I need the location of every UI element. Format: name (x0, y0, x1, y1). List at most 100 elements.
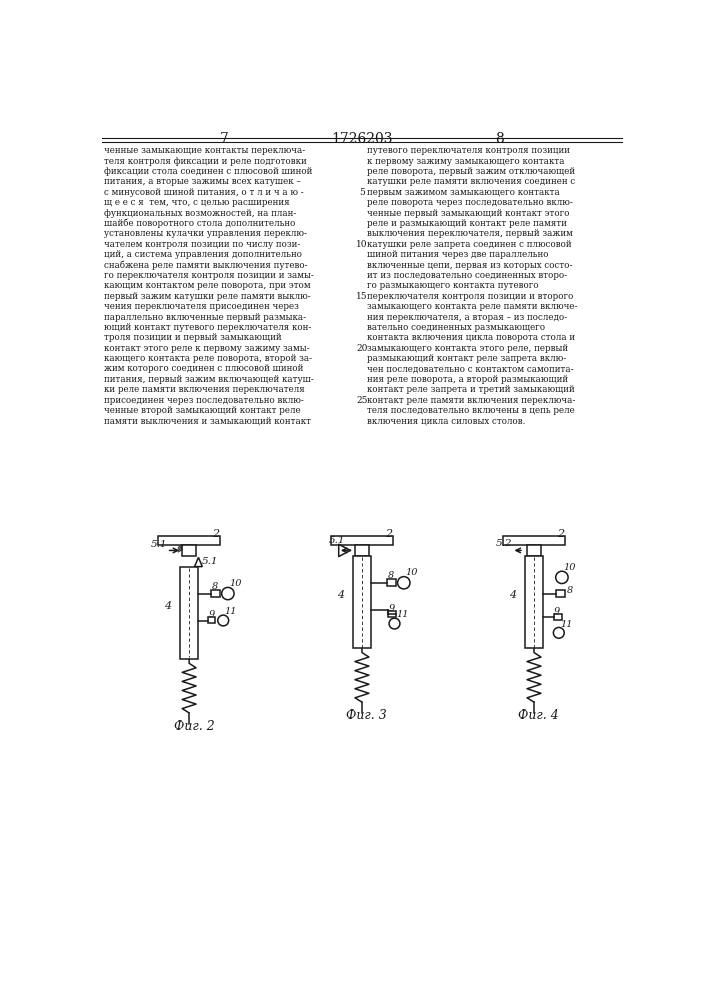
Text: кающего контакта реле поворота, второй за-: кающего контакта реле поворота, второй з… (104, 354, 312, 363)
Text: катушки реле памяти включения соединен с: катушки реле памяти включения соединен с (368, 177, 575, 186)
Text: 2: 2 (212, 529, 219, 539)
Text: памяти выключения и замыкающий контакт: памяти выключения и замыкающий контакт (104, 416, 311, 425)
Text: 5.2: 5.2 (496, 539, 513, 548)
Bar (503, 536, 565, 545)
Text: 4: 4 (164, 601, 172, 611)
Text: 8: 8 (211, 582, 218, 591)
Text: 5.1: 5.1 (201, 557, 218, 566)
Text: жим которого соединен с плюсовой шиной: жим которого соединен с плюсовой шиной (104, 364, 303, 373)
Text: 11: 11 (561, 620, 573, 629)
Text: троля позиции и первый замыкающий: троля позиции и первый замыкающий (104, 333, 281, 342)
Bar (180, 567, 199, 659)
Text: го размыкающего контакта путевого: го размыкающего контакта путевого (368, 281, 539, 290)
Text: контакт этого реле к первому зажиму замы-: контакт этого реле к первому зажиму замы… (104, 344, 310, 353)
Circle shape (222, 587, 234, 600)
Text: 25: 25 (356, 396, 368, 405)
Text: ченные замыкающие контакты переключа-: ченные замыкающие контакты переключа- (104, 146, 305, 155)
Bar (355, 545, 369, 556)
Text: 8: 8 (387, 571, 394, 580)
Text: теля последовательно включены в цепь реле: теля последовательно включены в цепь рел… (368, 406, 575, 415)
Text: 9: 9 (554, 607, 560, 616)
Text: ит из последовательно соединенных второ-: ит из последовательно соединенных второ- (368, 271, 568, 280)
Text: го переключателя контроля позиции и замы-: го переключателя контроля позиции и замы… (104, 271, 314, 280)
Text: 1726203: 1726203 (331, 132, 392, 146)
Text: путевого переключателя контроля позиции: путевого переключателя контроля позиции (368, 146, 571, 155)
Circle shape (389, 618, 400, 629)
Text: присоединен через последовательно вклю-: присоединен через последовательно вклю- (104, 396, 304, 405)
Text: Фиг. 2: Фиг. 2 (174, 720, 214, 733)
Circle shape (218, 615, 228, 626)
Text: функциональных возможностей, на план-: функциональных возможностей, на план- (104, 209, 296, 218)
Text: к первому зажиму замыкающего контакта: к первому зажиму замыкающего контакта (368, 157, 565, 166)
Text: 5.1: 5.1 (329, 536, 345, 545)
Text: 5: 5 (359, 188, 365, 197)
Text: вательно соединенных размыкающего: вательно соединенных размыкающего (368, 323, 546, 332)
Circle shape (554, 627, 564, 638)
Bar (554, 614, 562, 620)
Text: чен последовательно с контактом самопита-: чен последовательно с контактом самопита… (368, 364, 574, 373)
Circle shape (397, 577, 410, 589)
Bar (158, 536, 220, 545)
Text: включения цикла силовых столов.: включения цикла силовых столов. (368, 416, 526, 425)
Text: Фиг. 3: Фиг. 3 (346, 709, 387, 722)
Text: реле поворота, первый зажим отключающей: реле поворота, первый зажим отключающей (368, 167, 575, 176)
Text: 2: 2 (385, 529, 392, 539)
Text: питания, первый зажим включающей катуш-: питания, первый зажим включающей катуш- (104, 375, 314, 384)
Bar (182, 545, 196, 556)
Text: замыкающего контакта этого реле, первый: замыкающего контакта этого реле, первый (368, 344, 568, 353)
Text: 8: 8 (567, 586, 573, 595)
Text: замыкающего контакта реле памяти включе-: замыкающего контакта реле памяти включе- (368, 302, 578, 311)
Text: фиксации стола соединен с плюсовой шиной: фиксации стола соединен с плюсовой шиной (104, 167, 312, 176)
Bar (525, 556, 543, 648)
Text: шайбе поворотного стола дополнительно: шайбе поворотного стола дополнительно (104, 219, 296, 228)
Text: Фиг. 4: Фиг. 4 (518, 709, 559, 722)
Bar (387, 579, 396, 586)
Text: 10: 10 (230, 579, 242, 588)
Text: контакта включения цикла поворота стола и: контакта включения цикла поворота стола … (368, 333, 575, 342)
Text: ния реле поворота, а второй размыкающий: ния реле поворота, а второй размыкающий (368, 375, 568, 384)
Text: выключения переключателя, первый зажим: выключения переключателя, первый зажим (368, 229, 573, 238)
Text: включенные цепи, первая из которых состо-: включенные цепи, первая из которых состо… (368, 261, 573, 270)
Text: реле поворота через последовательно вклю-: реле поворота через последовательно вклю… (368, 198, 573, 207)
Text: чателем контроля позиции по числу пози-: чателем контроля позиции по числу пози- (104, 240, 300, 249)
Text: контакт реле памяти включения переключа-: контакт реле памяти включения переключа- (368, 396, 575, 405)
Text: катушки реле запрета соединен с плюсовой: катушки реле запрета соединен с плюсовой (368, 240, 572, 249)
Text: шиной питания через две параллельно: шиной питания через две параллельно (368, 250, 549, 259)
Bar (353, 556, 371, 648)
Text: 5.1: 5.1 (151, 540, 168, 549)
Text: 15: 15 (356, 292, 368, 301)
Text: ченные первый замыкающий контакт этого: ченные первый замыкающий контакт этого (368, 209, 570, 218)
Text: контакт реле запрета и третий замыкающий: контакт реле запрета и третий замыкающий (368, 385, 575, 394)
Text: питания, а вторые зажимы всех катушек –: питания, а вторые зажимы всех катушек – (104, 177, 300, 186)
Polygon shape (194, 557, 202, 567)
Bar (388, 611, 396, 617)
Text: 11: 11 (396, 610, 409, 619)
Text: 20: 20 (356, 344, 368, 353)
Text: ющий контакт путевого переключателя кон-: ющий контакт путевого переключателя кон- (104, 323, 311, 332)
Text: 7: 7 (220, 132, 228, 146)
Text: ченные второй замыкающий контакт реле: ченные второй замыкающий контакт реле (104, 406, 300, 415)
Text: щ е е с я  тем, что, с целью расширения: щ е е с я тем, что, с целью расширения (104, 198, 289, 207)
Text: 2: 2 (557, 529, 564, 539)
Text: 9: 9 (209, 610, 215, 619)
Text: чения переключателя присоединен через: чения переключателя присоединен через (104, 302, 299, 311)
Text: установлены кулачки управления переклю-: установлены кулачки управления переклю- (104, 229, 307, 238)
Text: снабжена реле памяти выключения путево-: снабжена реле памяти выключения путево- (104, 261, 308, 270)
Circle shape (556, 571, 568, 584)
Text: 11: 11 (225, 607, 238, 616)
Text: 10: 10 (563, 563, 576, 572)
Text: 10: 10 (356, 240, 368, 249)
Bar (211, 590, 220, 597)
Bar (527, 545, 541, 556)
Bar (556, 590, 565, 597)
Text: 4: 4 (337, 590, 344, 600)
Text: 9: 9 (389, 604, 395, 613)
Bar (208, 617, 216, 623)
Text: 8: 8 (495, 132, 503, 146)
Text: ки реле памяти включения переключателя: ки реле памяти включения переключателя (104, 385, 305, 394)
Text: переключателя контроля позиции и второго: переключателя контроля позиции и второго (368, 292, 574, 301)
Text: первый зажим катушки реле памяти выклю-: первый зажим катушки реле памяти выклю- (104, 292, 310, 301)
Text: первым зажимом замыкающего контакта: первым зажимом замыкающего контакта (368, 188, 560, 197)
Text: ния переключателя, а вторая – из последо-: ния переключателя, а вторая – из последо… (368, 312, 568, 322)
Text: ций, а система управления дополнительно: ций, а система управления дополнительно (104, 250, 302, 259)
